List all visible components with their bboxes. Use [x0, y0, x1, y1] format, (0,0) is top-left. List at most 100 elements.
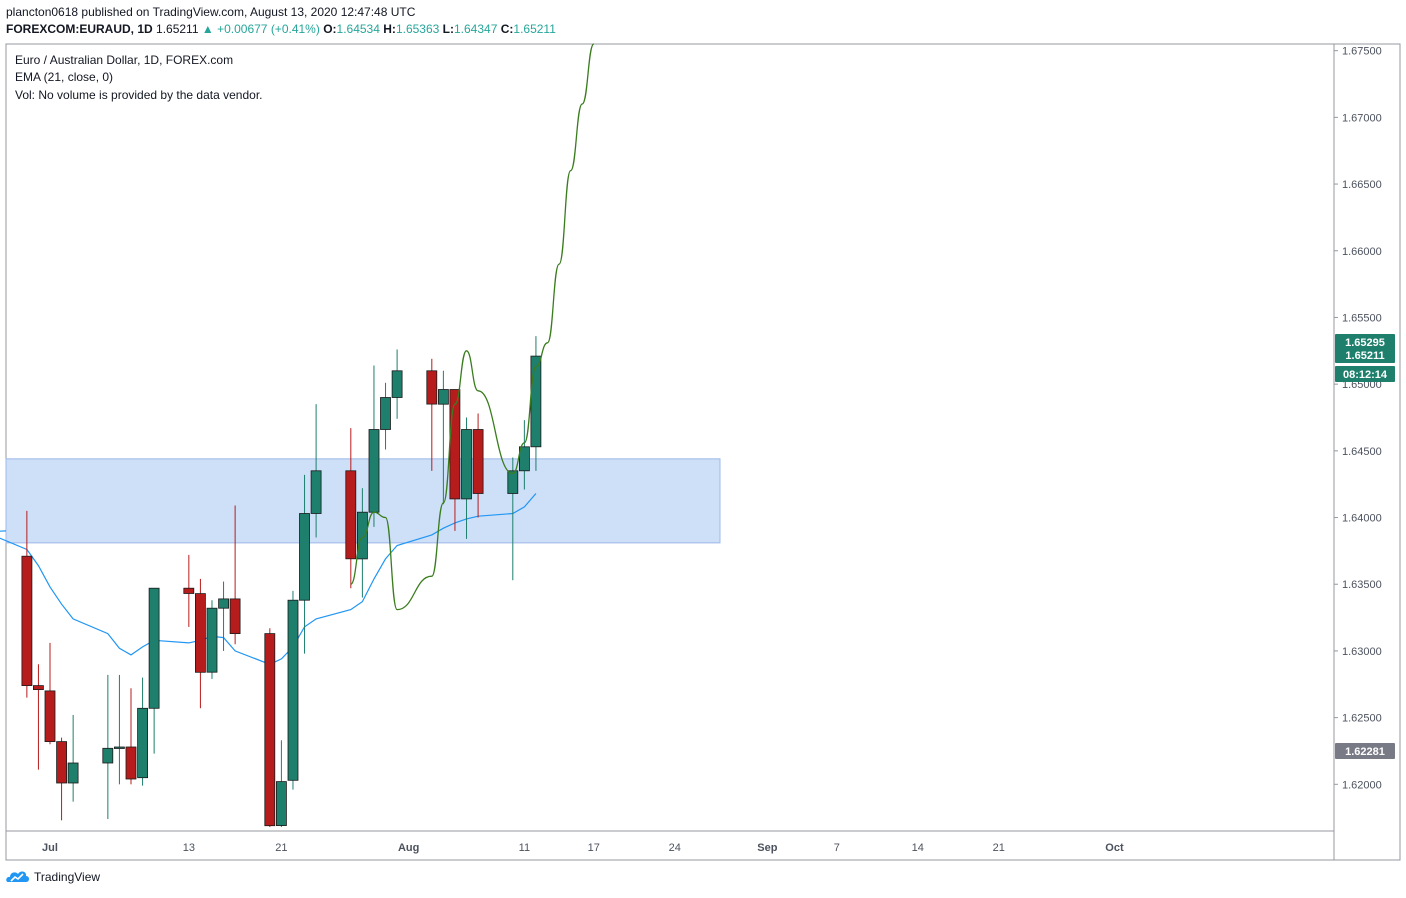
candle-body	[461, 429, 472, 500]
publish-text: plancton0618 published on TradingView.co…	[6, 5, 416, 19]
candle-body	[194, 593, 206, 673]
candle-down	[183, 554, 195, 627]
candle-body	[345, 470, 357, 560]
candle-up	[299, 474, 310, 654]
x-tick-label: 13	[183, 842, 195, 854]
candle-down	[125, 688, 137, 785]
open-label: O:	[323, 22, 337, 36]
y-tick-label: 1.62000	[1342, 779, 1382, 791]
y-tick-label: 1.63000	[1342, 646, 1382, 658]
y-tick-label: 1.64500	[1342, 446, 1382, 458]
price-badge-label: 1.62281	[1345, 746, 1385, 758]
candle-body	[356, 511, 368, 560]
price-badge-bg	[1335, 366, 1395, 382]
change-up-icon: ▲	[201, 22, 214, 36]
y-tick-label: 1.66500	[1342, 179, 1382, 191]
candle-up	[507, 457, 519, 581]
candle-up	[137, 677, 149, 786]
close-value: 1.65211	[513, 22, 556, 36]
y-tick-label: 1.64000	[1342, 513, 1382, 525]
x-tick-label: Aug	[398, 842, 419, 854]
projection-drawing	[350, 43, 595, 611]
legend-title[interactable]: Euro / Australian Dollar, 1D, FOREX.com	[15, 53, 234, 67]
price-axis: 1.62000 1.62500 1.63000 1.63500 1.64000 1.645…	[1334, 46, 1382, 791]
y-tick-label: 1.66000	[1342, 246, 1382, 258]
candle-up	[114, 674, 125, 785]
candle-body	[229, 598, 241, 635]
candle-body	[299, 513, 310, 601]
candle-body	[368, 429, 380, 513]
x-tick-label: Jul	[42, 842, 58, 854]
candle-up	[218, 581, 230, 651]
ema-line	[0, 493, 537, 665]
x-tick-label: 17	[588, 842, 600, 854]
candles-layer	[21, 336, 542, 827]
candle-up	[206, 600, 218, 679]
candle-body	[137, 707, 149, 779]
candle-body	[519, 446, 530, 472]
y-tick-label: 1.62500	[1342, 713, 1382, 725]
time-axis: Jul 13 21 Aug 11 17 24 Sep 7 14 21 Oct	[42, 842, 1124, 854]
candle-body	[287, 599, 299, 781]
candle-body	[148, 587, 160, 709]
candle-down	[264, 628, 276, 827]
candle-body	[391, 370, 403, 398]
candle-up	[102, 674, 114, 819]
candle-body	[21, 555, 33, 687]
x-tick-label: 21	[993, 842, 1005, 854]
candle-body	[437, 389, 449, 405]
brand-name: TradingView	[34, 870, 101, 884]
candle-down	[229, 505, 241, 645]
symbol-ohlc-line: FOREXCOM:EURAUD, 1D 1.65211 ▲ +0.00677 (…	[6, 22, 556, 36]
candle-body	[56, 741, 67, 784]
candle-body	[426, 370, 438, 405]
legend-vol[interactable]: Vol: No volume is provided by the data v…	[15, 88, 263, 102]
candle-up	[148, 587, 160, 754]
candle-body	[310, 470, 322, 514]
candle-down	[44, 642, 56, 745]
candle-body	[183, 587, 195, 594]
candle-up	[356, 488, 368, 598]
y-tick-label: 1.67000	[1342, 112, 1382, 124]
close-label: C:	[500, 22, 514, 36]
candle-down	[21, 510, 33, 698]
candle-up	[530, 336, 542, 471]
publish-line: plancton0618 published on TradingView.co…	[6, 5, 415, 19]
chart-frame	[5, 43, 1401, 861]
candle-up	[287, 590, 299, 790]
price-badge-bg	[1335, 743, 1395, 759]
x-tick-label: 11	[519, 842, 530, 854]
candle-body	[67, 762, 79, 784]
x-tick-label: 21	[275, 842, 287, 854]
symbol-label[interactable]: FOREXCOM:EURAUD, 1D	[6, 22, 153, 36]
price-badge: 1.65295	[1335, 334, 1395, 350]
candle-up	[437, 370, 449, 505]
y-tick-label: 1.63500	[1342, 579, 1382, 591]
price-badge-label: 08:12:14	[1343, 369, 1388, 381]
tradingview-watermark[interactable]: TradingView	[6, 870, 100, 884]
cloud-logo-icon	[6, 871, 29, 882]
candle-body	[102, 747, 114, 764]
price-badge: 1.65211	[1335, 347, 1395, 363]
price-badge-bg	[1335, 334, 1395, 350]
candle-body	[44, 690, 56, 743]
candle-up	[391, 349, 403, 419]
candle-down	[33, 664, 44, 770]
candle-body	[507, 470, 519, 494]
x-tick-label: 14	[912, 842, 924, 854]
y-tick-label: 1.65500	[1342, 312, 1382, 324]
candle-body	[380, 397, 391, 430]
candle-body	[264, 633, 276, 827]
y-tick-label: 1.65000	[1342, 379, 1382, 391]
candle-body	[206, 607, 218, 673]
x-tick-label: 7	[834, 842, 840, 854]
drawing-layer	[350, 43, 595, 611]
price-badge-label: 1.65295	[1345, 337, 1385, 349]
price-change: +0.00677 (+0.41%)	[217, 22, 320, 36]
candle-body	[449, 389, 461, 500]
legend-ema[interactable]: EMA (21, close, 0)	[15, 70, 114, 84]
candle-up	[275, 740, 287, 827]
candle-up	[67, 714, 79, 802]
